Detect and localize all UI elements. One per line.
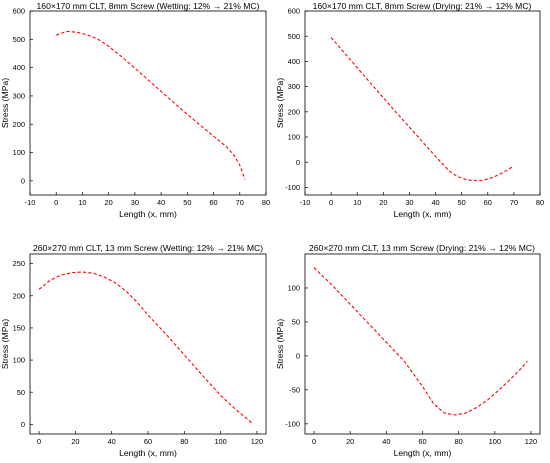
y-tick-label: 0 (296, 351, 300, 360)
x-tick-label: 60 (209, 198, 217, 207)
y-tick-label: 0 (21, 176, 25, 185)
y-tick-label: 100 (13, 148, 25, 157)
x-tick-label: 10 (353, 198, 361, 207)
x-tick-label: 10 (78, 198, 86, 207)
stress-series-line-1 (56, 30, 246, 180)
y-axis-label: Stress (MPa) (275, 319, 285, 369)
y-tick-label: 100 (13, 356, 25, 365)
x-tick-label: 20 (105, 198, 113, 207)
x-tick-label: -10 (300, 198, 311, 207)
x-tick-label: 100 (489, 437, 501, 446)
x-tick-label: 50 (458, 198, 466, 207)
y-tick-label: 300 (13, 92, 25, 101)
chart-title: 260×270 mm CLT, 13 mm Screw (Wetting: 12… (33, 243, 263, 253)
x-tick-label: 80 (455, 437, 463, 446)
x-tick-label: 120 (525, 437, 537, 446)
y-axis-label: Stress (MPa) (0, 78, 10, 128)
x-tick-label: 30 (131, 198, 139, 207)
y-tick-label: 50 (292, 318, 300, 327)
x-tick-label: 20 (71, 437, 79, 446)
x-tick-label: 80 (180, 437, 188, 446)
x-axis-label: Length (x, mm) (394, 448, 452, 458)
stress-series-line-1 (330, 37, 515, 182)
x-tick-label: 40 (382, 437, 390, 446)
y-tick-label: 400 (13, 63, 25, 72)
y-tick-label: 100 (288, 133, 300, 142)
chart-title: 160×170 mm CLT, 8mm Screw (Wetting: 12% … (37, 1, 260, 11)
x-tick-label: 20 (346, 437, 354, 446)
x-tick-label: 0 (329, 198, 333, 207)
y-axis-label: Stress (MPa) (275, 78, 285, 128)
y-tick-label: 250 (13, 259, 25, 268)
x-tick-label: 80 (536, 198, 544, 207)
y-tick-label: -100 (285, 183, 300, 192)
chart-panel-4: 260×270 mm CLT, 13 mm Screw (Drying: 21%… (275, 243, 541, 458)
y-tick-label: 0 (21, 420, 25, 429)
x-tick-label: 60 (418, 437, 426, 446)
x-tick-label: 70 (510, 198, 518, 207)
chart-title: 260×270 mm CLT, 13 mm Screw (Drying: 21%… (309, 243, 535, 253)
y-tick-label: 0 (296, 158, 300, 167)
y-tick-label: 50 (17, 388, 25, 397)
x-tick-label: 120 (251, 437, 263, 446)
stress-series-line-1 (38, 271, 254, 425)
y-tick-label: -50 (289, 385, 300, 394)
x-tick-label: 50 (183, 198, 191, 207)
x-tick-label: 20 (379, 198, 387, 207)
x-tick-label: 0 (312, 437, 316, 446)
y-tick-label: 400 (288, 57, 300, 66)
y-axis-label: Stress (MPa) (0, 319, 10, 369)
chart-panel-1: 160×170 mm CLT, 8mm Screw (Wetting: 12% … (0, 1, 270, 219)
y-tick-label: 500 (288, 32, 300, 41)
stress-series-line-1 (313, 267, 528, 416)
y-tick-label: 100 (288, 284, 300, 293)
y-tick-label: 600 (13, 7, 25, 16)
x-tick-label: 30 (405, 198, 413, 207)
chart-title: 160×170 mm CLT, 8mm Screw (Drying: 21% →… (313, 1, 532, 11)
x-tick-label: 70 (236, 198, 244, 207)
x-tick-label: 0 (54, 198, 58, 207)
x-tick-label: 40 (108, 437, 116, 446)
y-tick-label: 150 (13, 324, 25, 333)
y-tick-label: 200 (288, 107, 300, 116)
x-tick-label: 100 (214, 437, 226, 446)
plot-frame (29, 253, 267, 435)
y-tick-label: 200 (13, 120, 25, 129)
x-axis-label: Length (x, mm) (119, 448, 177, 458)
y-tick-label: 500 (13, 35, 25, 44)
x-tick-label: 60 (484, 198, 492, 207)
plot-frame (304, 10, 541, 196)
x-tick-label: -10 (25, 198, 36, 207)
plot-frame (29, 10, 267, 196)
y-tick-label: 300 (288, 82, 300, 91)
y-tick-label: 600 (288, 7, 300, 16)
x-tick-label: 60 (144, 437, 152, 446)
chart-panel-2: 160×170 mm CLT, 8mm Screw (Drying: 21% →… (275, 1, 544, 219)
x-tick-label: 80 (262, 198, 270, 207)
chart-panel-3: 260×270 mm CLT, 13 mm Screw (Wetting: 12… (0, 243, 267, 458)
x-tick-label: 40 (431, 198, 439, 207)
y-tick-label: -100 (285, 419, 300, 428)
x-tick-label: 0 (37, 437, 41, 446)
x-tick-label: 40 (157, 198, 165, 207)
x-axis-label: Length (x, mm) (394, 209, 452, 219)
x-axis-label: Length (x, mm) (119, 209, 177, 219)
plot-frame (304, 253, 541, 435)
y-tick-label: 200 (13, 291, 25, 300)
